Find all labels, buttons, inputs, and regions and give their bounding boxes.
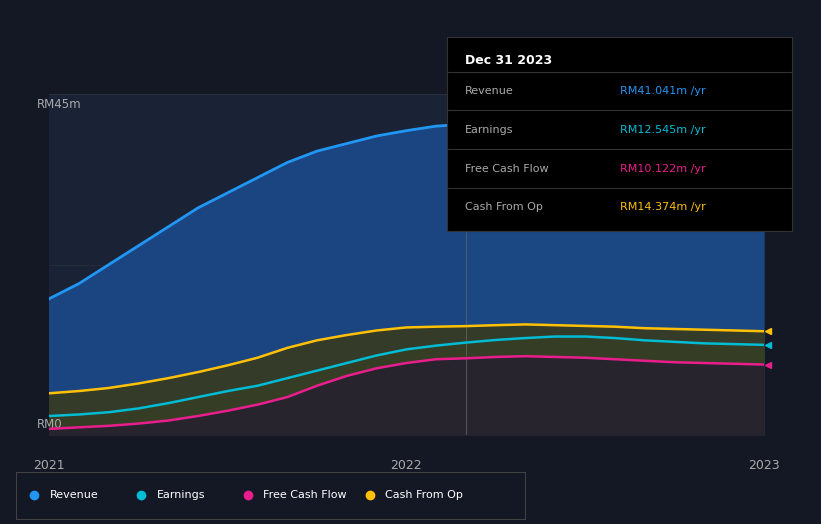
- Text: Cash From Op: Cash From Op: [386, 490, 463, 500]
- Text: Free Cash Flow: Free Cash Flow: [465, 163, 548, 173]
- Text: RM10.122m /yr: RM10.122m /yr: [620, 163, 705, 173]
- Text: RM45m: RM45m: [38, 98, 82, 111]
- Bar: [466, 94, 764, 435]
- Text: RM12.545m /yr: RM12.545m /yr: [620, 125, 705, 135]
- Text: Earnings: Earnings: [465, 125, 513, 135]
- Text: RM14.374m /yr: RM14.374m /yr: [620, 202, 705, 212]
- Text: RM0: RM0: [38, 418, 63, 431]
- Text: Revenue: Revenue: [49, 490, 99, 500]
- Text: Revenue: Revenue: [465, 86, 513, 96]
- Text: 2022: 2022: [391, 459, 422, 472]
- Text: RM41.041m /yr: RM41.041m /yr: [620, 86, 705, 96]
- Text: Cash From Op: Cash From Op: [465, 202, 543, 212]
- Text: Earnings: Earnings: [157, 490, 205, 500]
- Text: Past: Past: [733, 103, 758, 116]
- Text: Free Cash Flow: Free Cash Flow: [264, 490, 347, 500]
- Text: 2021: 2021: [34, 459, 65, 472]
- Text: 2023: 2023: [748, 459, 779, 472]
- Text: Dec 31 2023: Dec 31 2023: [465, 54, 552, 67]
